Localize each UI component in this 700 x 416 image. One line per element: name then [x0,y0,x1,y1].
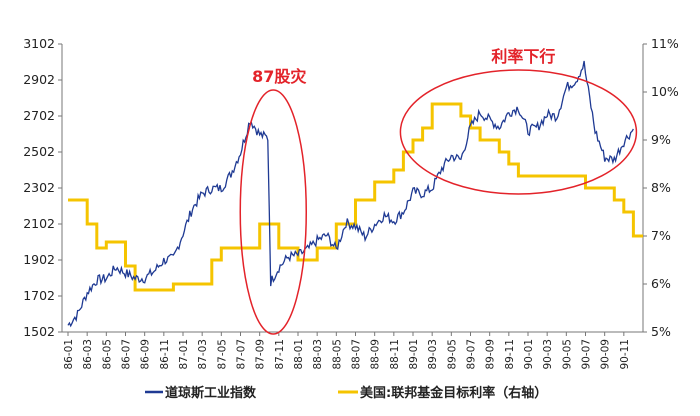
x-axis-tick-label: 86-07 [121,339,133,370]
right-axis-tick-label: 9% [651,132,671,147]
left-axis-tick-label: 2902 [23,72,55,87]
x-axis-tick-label: 87-01 [178,339,190,370]
right-axis-tick-label: 10% [651,84,679,99]
x-axis-tick-label: 87-05 [216,339,228,370]
x-axis-tick-label: 88-05 [331,339,343,370]
right-axis-tick-label: 7% [651,228,671,243]
x-axis-tick-label: 88-11 [389,339,401,370]
x-axis-tick-label: 89-09 [485,339,497,370]
x-axis-tick-label: 87-11 [274,339,286,370]
right-axis-tick-label: 11% [651,36,679,51]
x-axis-tick-label: 88-09 [370,339,382,370]
left-axis-tick-label: 2102 [23,216,55,231]
left-axis-tick-label: 1902 [23,252,55,267]
fed-funds-rate-line [68,102,643,292]
rate-decline-highlight-ellipse [399,69,638,195]
left-axis-tick-label: 1702 [23,288,55,303]
x-axis-tick-label: 89-05 [446,339,458,370]
left-axis-tick-label: 1502 [23,324,55,339]
x-axis-tick-label: 90-03 [542,339,554,370]
left-axis-tick-label: 2302 [23,180,55,195]
x-axis-tick-label: 86-11 [159,339,171,370]
x-axis-tick-label: 87-09 [255,339,267,370]
legend-label-dow: 道琼斯工业指数 [165,385,257,401]
crash-annotation-label: 87股灾 [252,67,307,86]
right-axis-tick-label: 5% [651,324,671,339]
x-axis-tick-label: 87-07 [236,339,248,370]
x-axis-tick-label: 90-11 [619,339,631,370]
right-axis-tick-label: 8% [651,180,671,195]
dow-jones-line [67,60,634,328]
x-axis-tick-label: 90-01 [523,339,535,370]
x-axis-tick-label: 86-03 [82,339,94,370]
x-axis-tick-label: 90-07 [581,339,593,370]
x-axis-tick-label: 90-05 [561,339,573,370]
x-axis-tick-label: 86-09 [140,339,152,370]
x-axis-tick-label: 86-01 [63,339,75,370]
left-axis-tick-label: 3102 [23,36,55,51]
x-axis-tick-label: 87-03 [197,339,209,370]
x-axis-tick-label: 88-03 [312,339,324,370]
x-axis-tick-label: 89-07 [466,339,478,370]
right-axis-tick-label: 6% [651,276,671,291]
x-axis-tick-label: 88-01 [293,339,305,370]
legend-label-fed-rate: 美国:联邦基金目标利率（右轴） [360,385,547,401]
x-axis-tick-label: 89-11 [504,339,516,370]
x-axis-tick-label: 88-07 [351,339,363,370]
x-axis-tick-label: 90-09 [600,339,612,370]
x-axis-tick-label: 86-05 [101,339,113,370]
x-axis-tick-label: 89-01 [408,339,420,370]
x-axis-tick-label: 89-03 [427,339,439,370]
crash-highlight-ellipse [239,89,307,335]
left-axis-tick-label: 2702 [23,108,55,123]
rate-decline-annotation-label: 利率下行 [491,47,555,66]
left-axis-tick-label: 2502 [23,144,55,159]
